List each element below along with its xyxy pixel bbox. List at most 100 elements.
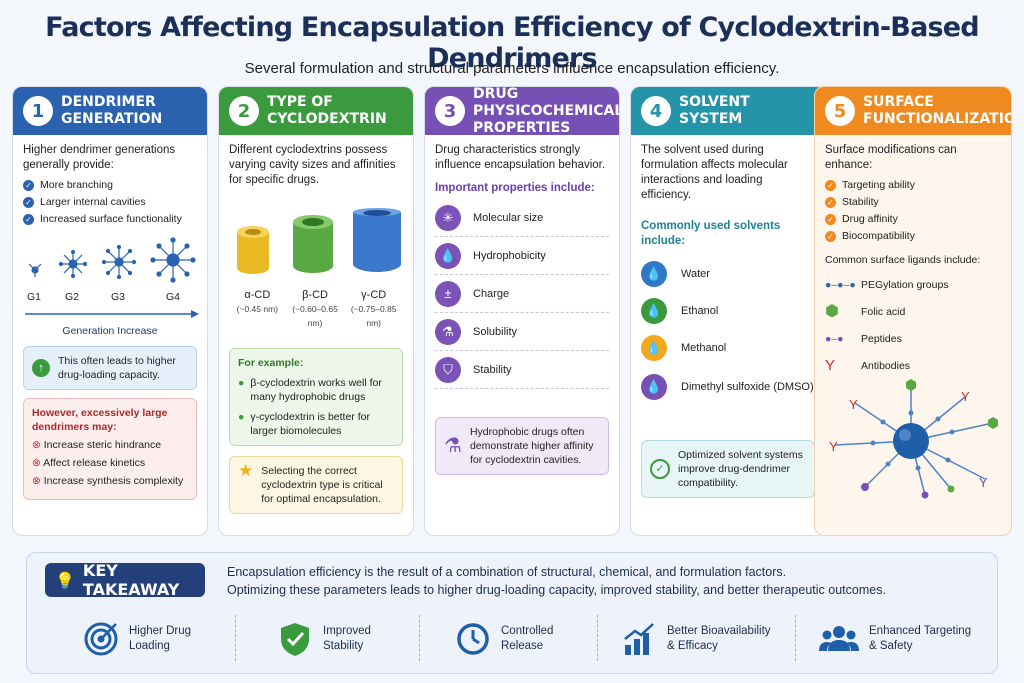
cyclodextrin-cups-illustration (237, 208, 401, 274)
warning-box: However, excessively large dendrimers ma… (23, 398, 197, 500)
outcome-improved-stability: Improved Stability (277, 621, 371, 657)
list-item: ✓ Drug affinity (825, 213, 1001, 226)
card-header: 5 SURFACE FUNCTIONALIZATION (815, 87, 1011, 135)
shield-icon: ⛉ (435, 356, 461, 383)
takeaway-text: Encapsulation efficiency is the result o… (227, 565, 886, 597)
card-drug-physicochemical-properties: 3 DRUG PHYSICOCHEMICAL PROPERTIES Drug ch… (424, 86, 620, 536)
card-number: 1 (23, 96, 53, 126)
list-item: ⬢ Folic acid (825, 302, 906, 320)
outcome-higher-drug-loading: Higher Drug Loading (83, 621, 191, 657)
card-header: 4 SOLVENT SYSTEM (631, 87, 825, 135)
hexagon-icon: ⬢ (825, 302, 839, 320)
card-lead: Different cyclodextrins possess varying … (229, 144, 396, 186)
card-header: 1 DENDRIMER GENERATION (13, 87, 207, 135)
peg-chain-icon: ●–●–● (825, 278, 856, 291)
svg-text:Y: Y (979, 475, 988, 490)
dmso-drop-icon: 💧 (641, 374, 667, 400)
outcome-controlled-release: Controlled Release (455, 621, 553, 657)
flask-icon: ⚗ (444, 435, 462, 457)
card-header: 3 DRUG PHYSICOCHEMICAL PROPERTIES (425, 86, 620, 136)
card-lead: Higher dendrimer generations generally p… (23, 144, 176, 171)
card-dendrimer-generation: 1 DENDRIMER GENERATION Higher dendrimer g… (12, 86, 208, 536)
star-icon: ★ (238, 461, 254, 480)
cd-labels: α-CD (~0.45 nm) β-CD (~0.60–0.65 nm) γ-CD(… (236, 289, 397, 328)
people-icon (819, 626, 859, 651)
shield-check-icon (281, 623, 309, 656)
methanol-drop-icon: 💧 (641, 334, 667, 361)
key-takeaway-badge: 💡 KEY TAKEAWAY (45, 561, 205, 599)
key-takeaway-panel: 💡 KEY TAKEAWAY Encapsulation efficiency i… (26, 552, 998, 674)
card-number: 3 (435, 96, 465, 126)
outcome-better-bioavailability: Better Bioavailability & Efficacy (621, 621, 771, 657)
arrow-up-icon: ↑ (32, 359, 50, 377)
check-icon: ✓ (23, 180, 34, 191)
solvents-heading: Commonly used solvents include: (641, 220, 781, 247)
card-title: SURFACE FUNCTIONALIZATION (863, 94, 1012, 127)
lightbulb-icon: 💡 (55, 570, 75, 590)
list-item: 💧 Ethanol (641, 292, 815, 329)
functionalized-dendrimer-illustration: Y Y Y Y (829, 379, 998, 499)
generation-arrow (25, 310, 199, 318)
list-item: ●–● Peptides (825, 332, 902, 345)
card-title: DRUG PHYSICOCHEMICAL PROPERTIES (473, 86, 620, 136)
note-box: ⚗ Hydrophobic drugs often demonstrate hig… (435, 417, 609, 475)
ethanol-drop-icon: 💧 (641, 297, 667, 324)
card-solvent-system: 4 SOLVENT SYSTEM The solvent used during … (630, 86, 826, 536)
check-icon: ✓ (825, 180, 836, 191)
bullet-icon: ⊗ (32, 457, 41, 469)
example-box: For example: ● β-cyclodextrin works well … (229, 348, 403, 446)
check-icon: ✓ (825, 197, 836, 208)
card-title: TYPE OF CYCLODEXTRIN (267, 94, 387, 127)
enhancement-list: ✓ Targeting ability ✓ Stability ✓ Drug affi… (825, 179, 1001, 243)
card-number: 5 (825, 96, 855, 126)
check-icon: ✓ (825, 231, 836, 242)
warning-title: However, excessively large dendrimers ma… (32, 407, 168, 433)
gen-label: G1 (27, 291, 41, 303)
card-number: 2 (229, 96, 259, 126)
card-type-of-cyclodextrin: 2 TYPE OF CYCLODEXTRIN Different cyclodex… (218, 86, 414, 536)
gamma-cd-cup (353, 208, 401, 272)
gen-label: G4 (166, 291, 180, 303)
benefit-list: ✓ More branching ✓ Larger internal cavitie… (23, 179, 197, 226)
check-icon: ✓ (23, 197, 34, 208)
bullet-icon: ⊗ (32, 439, 41, 451)
target-icon (84, 622, 118, 656)
list-item: 💧 Hydrophobicity (435, 237, 609, 275)
list-item: ⚗ Solubility (435, 313, 609, 351)
list-item: ⛉ Stability (435, 351, 609, 389)
list-item: ● β-cyclodextrin works well for many hydr… (238, 377, 382, 403)
outcome-enhanced-targeting: Enhanced Targeting & Safety (819, 621, 971, 657)
list-item: ⊗ Increase steric hindrance (32, 439, 162, 451)
list-item: 💧 Water (641, 255, 815, 292)
note-box: ↑ This often leads to higher drug-loadin… (23, 346, 197, 390)
card-lead: Drug characteristics strongly influence … (435, 144, 606, 171)
list-item: ●–●–● PEGylation groups (825, 278, 949, 291)
bullet-icon: ⊗ (32, 475, 41, 487)
svg-text:Y: Y (829, 439, 838, 454)
list-item: ✓ Increased surface functionality (23, 213, 197, 226)
list-item: ± Charge (435, 275, 609, 313)
water-drop-icon: 💧 (641, 260, 667, 287)
dendrimer-generations-illustration: G1 G2 G3 G4 (27, 237, 196, 303)
page-subtitle: Several formulation and structural param… (244, 60, 780, 77)
gen-label: G2 (65, 291, 79, 303)
charge-icon: ± (435, 280, 461, 307)
properties-heading: Important properties include: (435, 182, 595, 194)
list-item: 💧 Dimethyl sulfoxide (DMSO) (641, 366, 815, 408)
droplet-icon: 💧 (435, 242, 461, 269)
list-item: ✓ Targeting ability (825, 179, 1001, 192)
antibody-icon: Y (825, 356, 836, 374)
svg-text:Y: Y (849, 397, 858, 412)
axis-label: Generation Increase (62, 325, 158, 337)
flask-icon: ⚗ (435, 318, 461, 345)
list-item: ● γ-cyclodextrin is better for larger bio… (238, 411, 370, 437)
check-icon: ✓ (825, 214, 836, 225)
list-item: ⊗ Increase synthesis complexity (32, 475, 184, 487)
list-item: Y Antibodies (825, 356, 911, 374)
card-surface-functionalization: 5 SURFACE FUNCTIONALIZATION Surface modif… (814, 86, 1012, 536)
clock-icon (457, 623, 489, 655)
list-item: 💧 Methanol (641, 329, 815, 366)
card-number: 4 (641, 96, 671, 126)
list-item: ✓ More branching (23, 179, 197, 192)
card-lead: Surface modifications can enhance: (825, 144, 957, 171)
